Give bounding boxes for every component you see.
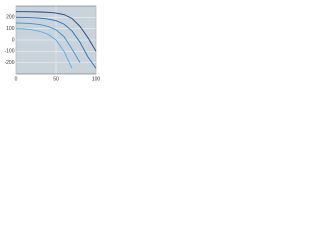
series-line (15, 28, 73, 69)
x-tick-label: 0 (15, 76, 18, 82)
series-line (15, 16, 97, 69)
x-tick-label: 100 (92, 76, 100, 82)
y-tick-label: -100 (4, 49, 14, 55)
y-tick-label: 200 (6, 15, 15, 21)
series-line (16, 11, 97, 52)
x-tick-label: 50 (53, 76, 59, 82)
y-tick-label: 100 (6, 26, 15, 32)
series-line (15, 22, 81, 63)
chart: -200 -100 0 100 200 0 50 100 (4, 5, 100, 82)
y-tick-label: 0 (12, 37, 15, 43)
y-tick-label: -200 (4, 60, 14, 66)
